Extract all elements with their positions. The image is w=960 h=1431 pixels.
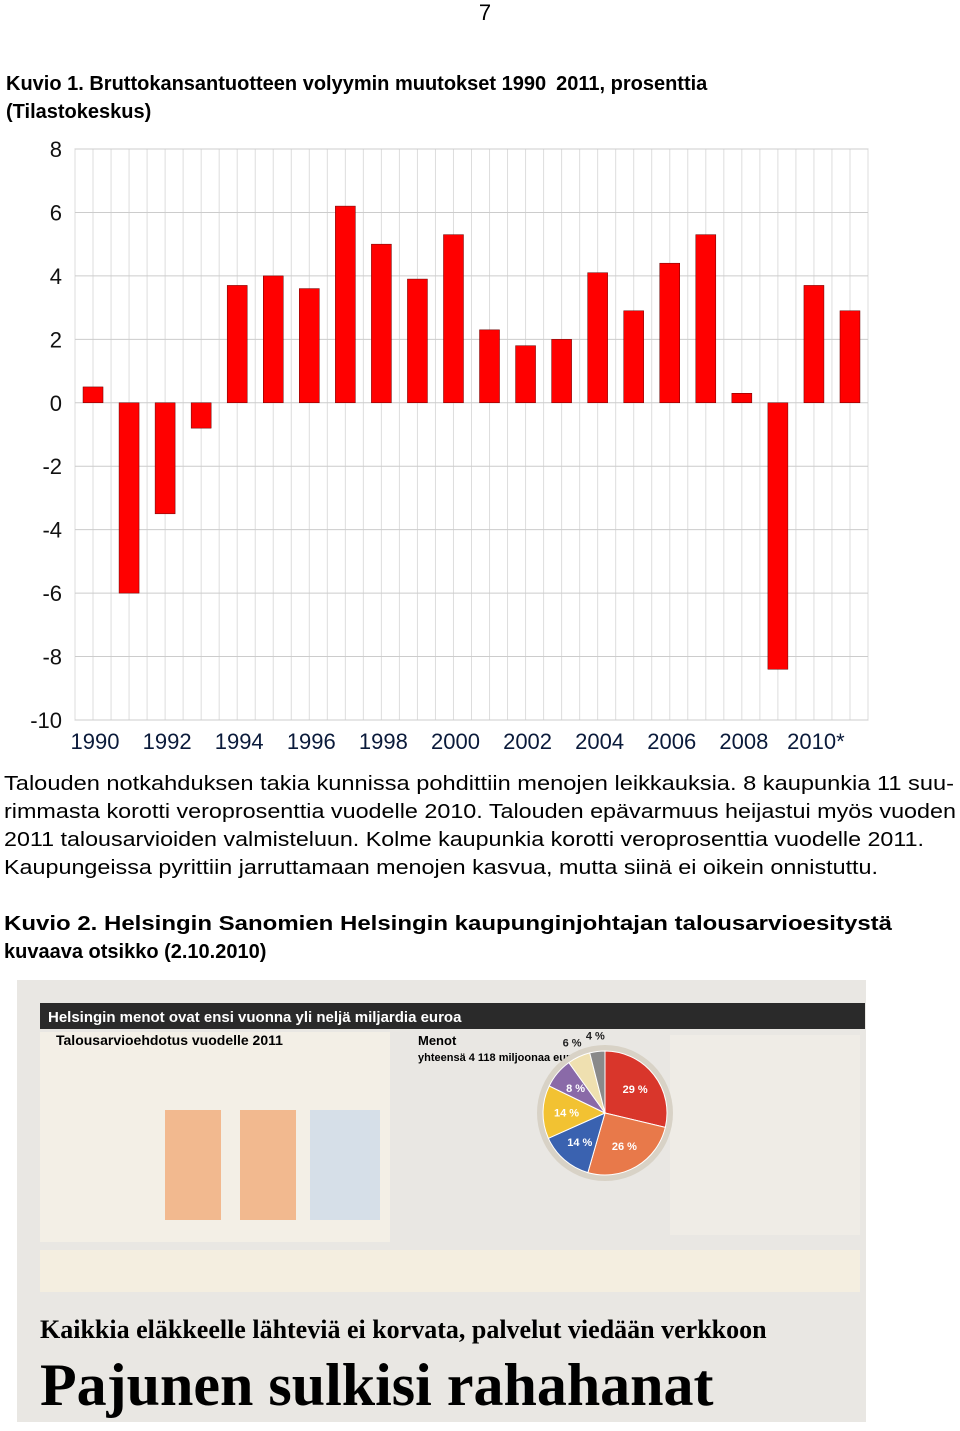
pie-label: 26 % xyxy=(612,1141,637,1153)
figure-caption: kuvaava otsikko (2.10.2010) xyxy=(4,941,266,963)
figure-caption: (Tilastokeskus) xyxy=(6,101,151,123)
x-tick-label: 1996 xyxy=(287,729,336,754)
bar xyxy=(659,262,680,404)
paragraph-line: Talouden notkahduksen takia kunnissa poh… xyxy=(4,773,954,795)
table-column xyxy=(165,1110,221,1220)
y-tick-label: 2 xyxy=(50,327,62,352)
bar xyxy=(82,386,104,404)
pie-label: 29 % xyxy=(623,1084,648,1096)
bar xyxy=(407,278,428,404)
table-title: Talousarvioehdotus vuodelle 2011 xyxy=(56,1032,283,1048)
pie-wedge xyxy=(587,1112,666,1176)
table-column xyxy=(310,1110,380,1220)
menot-total: yhteensä 4 118 miljoonaa euroa xyxy=(418,1052,584,1064)
banner-bar xyxy=(40,1003,865,1029)
pie-wedge xyxy=(589,1050,606,1114)
paragraph-line: Kaupungeissa pyrittiin jarruttamaan meno… xyxy=(4,857,878,879)
bar xyxy=(371,243,392,404)
pie-label: 8 % xyxy=(566,1083,585,1095)
bar xyxy=(839,310,861,404)
pie-label: 14 % xyxy=(554,1107,579,1119)
notes-strip xyxy=(40,1250,860,1292)
x-tick-label: 1994 xyxy=(215,729,264,754)
x-tick-label: 2004 xyxy=(575,729,624,754)
headline: Pajunen sulkisi rahahanat xyxy=(40,1352,714,1418)
y-tick-label: 0 xyxy=(50,391,62,416)
clipping: Helsingin menot ovat ensi vuonna yli nel… xyxy=(17,980,866,1422)
y-tick-label: -4 xyxy=(42,518,62,543)
banner-text: Helsingin menot ovat ensi vuonna yli nel… xyxy=(48,1009,462,1026)
figure-caption: Kuvio 1. Bruttokansantuotteen volyymin m… xyxy=(6,73,708,95)
pie-wedge xyxy=(604,1050,668,1128)
x-tick-label: 2008 xyxy=(719,729,768,754)
pie-wedge xyxy=(547,1112,606,1174)
bar xyxy=(154,402,176,515)
x-tick-label: 2000 xyxy=(431,729,480,754)
paragraph-line: rimmasta korotti veroprosenttia vuodelle… xyxy=(4,801,956,823)
x-tick-label: 1992 xyxy=(143,729,192,754)
bar xyxy=(515,345,536,404)
bar xyxy=(767,402,789,670)
bar xyxy=(190,402,212,429)
pie-label: 6 % xyxy=(563,1037,582,1049)
menot-title: Menot xyxy=(418,1033,457,1048)
bar xyxy=(731,393,753,404)
bar xyxy=(623,310,644,404)
x-tick-label: 2006 xyxy=(647,729,696,754)
subheadline: Kaikkia eläkkeelle lähteviä ei korvata, … xyxy=(40,1315,767,1344)
bar xyxy=(226,285,248,404)
x-tick-label: 1998 xyxy=(359,729,408,754)
pie-wedge xyxy=(542,1085,607,1139)
pie-label: 4 % xyxy=(586,1031,605,1043)
bar xyxy=(587,272,608,404)
bar xyxy=(479,329,500,404)
page-number: 7 xyxy=(479,0,491,25)
table-column xyxy=(240,1110,296,1220)
y-tick-label: -10 xyxy=(30,708,62,733)
side-text-area xyxy=(670,1035,860,1235)
bar xyxy=(443,234,464,404)
pie-label: 14 % xyxy=(567,1137,592,1149)
y-tick-label: 4 xyxy=(50,264,62,289)
y-tick-label: -6 xyxy=(42,581,62,606)
bar xyxy=(263,275,284,404)
paragraph-line: 2011 talousarvioiden valmisteluun. Kolme… xyxy=(4,829,924,851)
figure-caption: Kuvio 2. Helsingin Sanomien Helsingin ka… xyxy=(4,913,893,935)
x-tick-label: 1990 xyxy=(71,729,120,754)
x-tick-label: 2002 xyxy=(503,729,552,754)
y-tick-label: -8 xyxy=(42,645,62,670)
x-tick-label: 2010* xyxy=(787,729,845,754)
bar xyxy=(335,205,356,404)
bar xyxy=(118,402,140,594)
y-tick-label: 8 xyxy=(50,137,62,162)
bar xyxy=(551,339,572,404)
bar xyxy=(803,285,825,404)
bar xyxy=(299,288,320,404)
bar xyxy=(695,234,717,404)
y-tick-label: -2 xyxy=(42,454,62,479)
y-tick-label: 6 xyxy=(50,200,62,225)
